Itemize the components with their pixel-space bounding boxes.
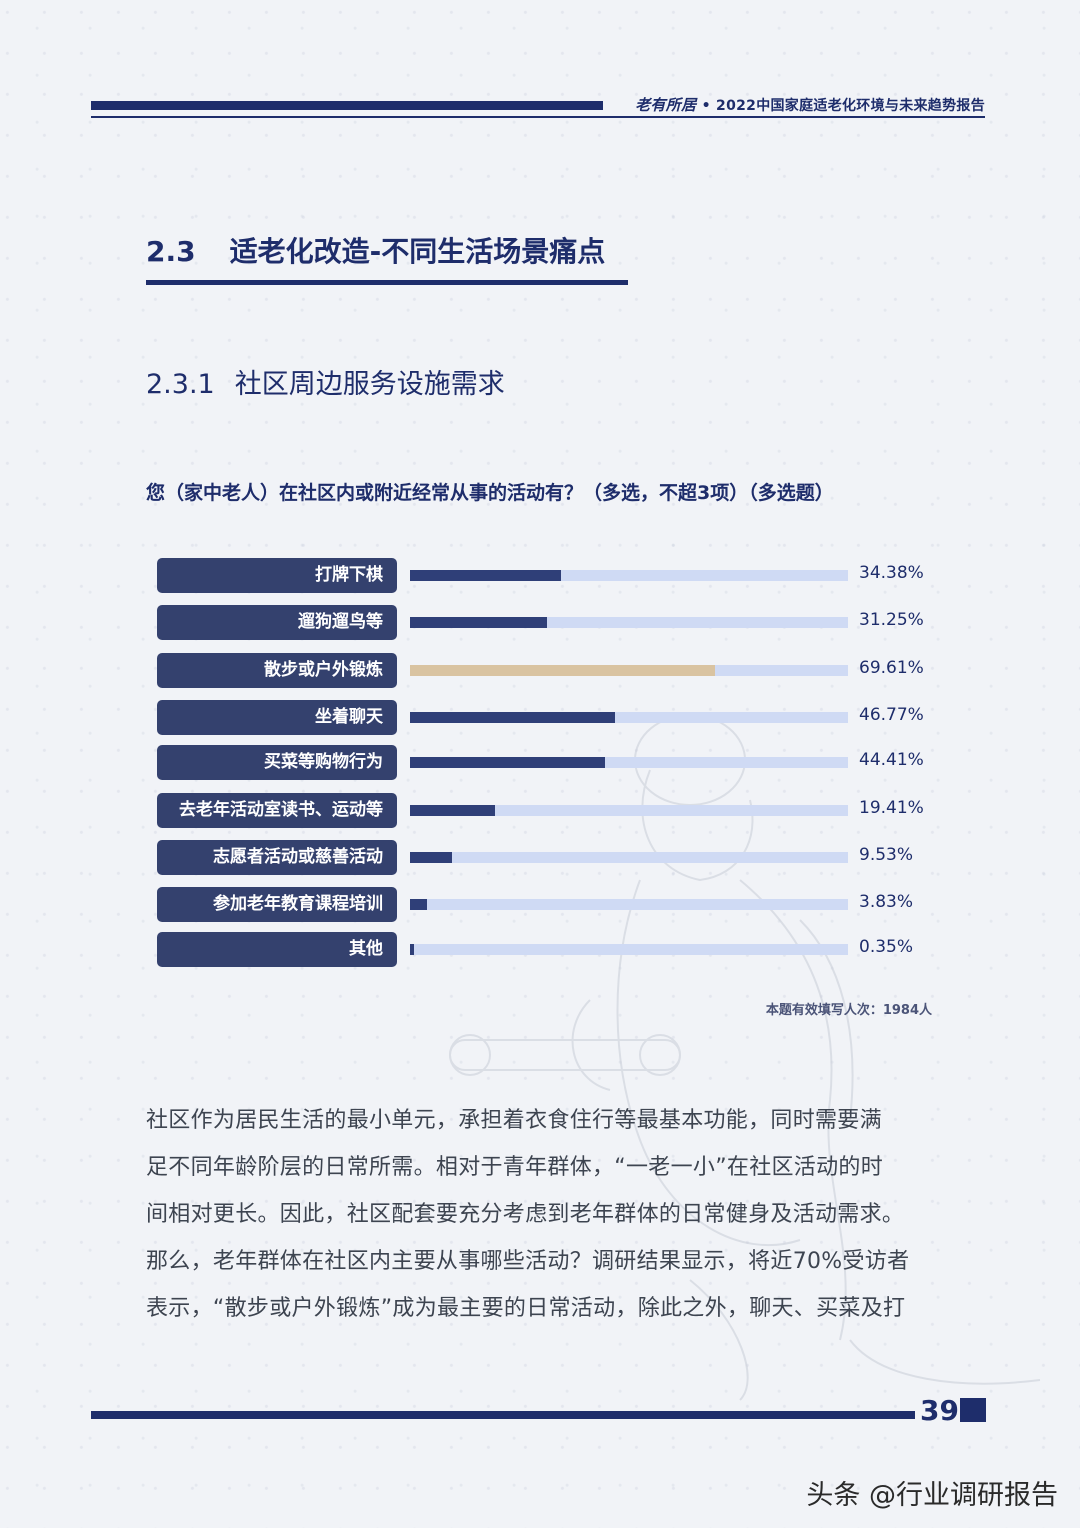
section-underline xyxy=(146,280,628,285)
footer-rule xyxy=(91,1411,915,1419)
section-number: 2.3 xyxy=(146,235,196,268)
header-bar xyxy=(91,101,603,110)
watermark: 头条 @行业调研报告 xyxy=(806,1480,1058,1511)
report-title: 2022中国家庭适老化环境与未来趋势报告 xyxy=(716,98,985,114)
subsection-number: 2.3.1 xyxy=(146,369,215,400)
header-rule xyxy=(91,116,985,118)
header-separator: • xyxy=(701,98,711,114)
section-title: 适老化改造-不同生活场景痛点 xyxy=(229,235,606,268)
report-brand: 老有所居 xyxy=(635,96,697,114)
report-header: 老有所居 • 2022中国家庭适老化环境与未来趋势报告 xyxy=(635,94,985,115)
subsection-heading: 2.3.1 社区周边服务设施需求 xyxy=(146,362,505,401)
subsection-title: 社区周边服务设施需求 xyxy=(234,369,505,400)
page-number: 39 xyxy=(920,1394,959,1427)
paragraph-line: 社区作为居民生活的最小单元，承担着衣食住行等最基本功能，同时需要满 xyxy=(146,1108,882,1133)
paragraph-line: 间相对更长。因此，社区配套要充分考虑到老年群体的日常健身及活动需求。 xyxy=(146,1202,905,1227)
paragraph-line: 足不同年龄阶层的日常所需。相对于青年群体，“一老一小”在社区活动的时 xyxy=(146,1155,883,1180)
survey-question: 您（家中老人）在社区内或附近经常从事的活动有？（多选，不超3项）（多选题） xyxy=(146,482,834,504)
page-number-square xyxy=(960,1398,986,1422)
respondent-count-note: 本题有效填写人次：1984人 xyxy=(765,1003,932,1018)
paragraph-line: 那么，老年群体在社区内主要从事哪些活动？调研结果显示，将近70%受访者 xyxy=(146,1249,910,1274)
section-heading: 2.3 适老化改造-不同生活场景痛点 xyxy=(146,230,605,270)
paragraph-line: 表示，“散步或户外锻炼”成为最主要的日常活动，除此之外，聊天、买菜及打 xyxy=(146,1296,906,1321)
body-paragraph: 社区作为居民生活的最小单元，承担着衣食住行等最基本功能，同时需要满 足不同年龄阶… xyxy=(146,1097,938,1332)
